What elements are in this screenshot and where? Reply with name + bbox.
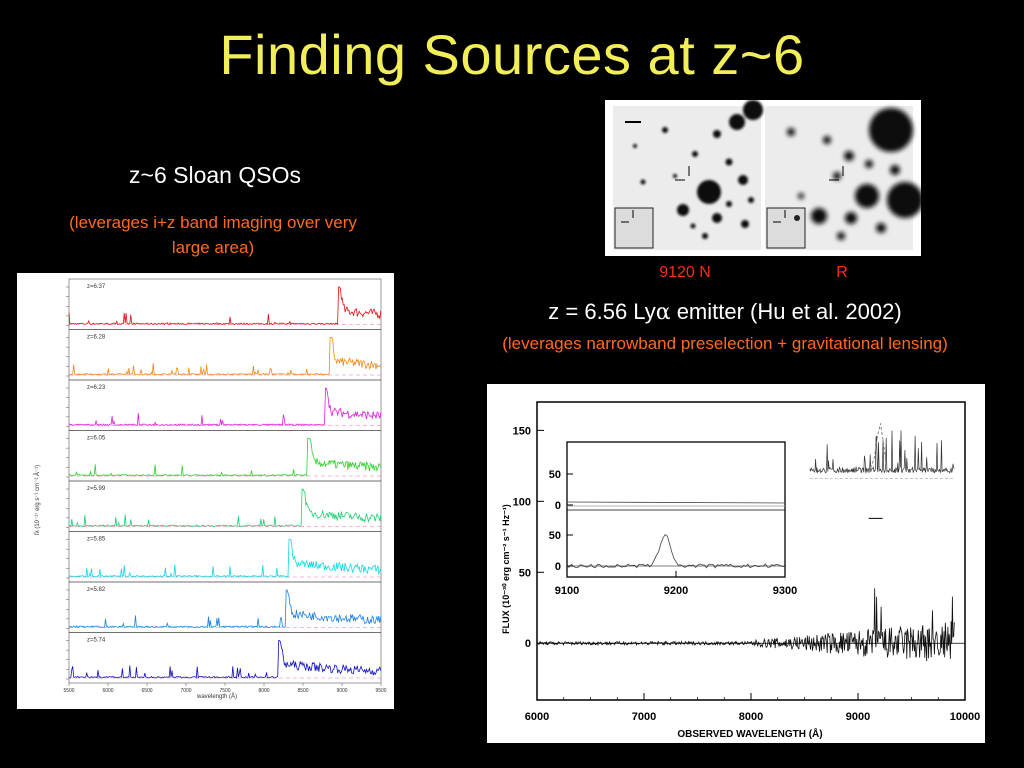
- qso-x-tick-label: 9500: [375, 688, 386, 694]
- flux-x-tick-label: 6000: [525, 711, 549, 723]
- qso-panel-frame: [68, 430, 382, 482]
- qso-x-tick-label: 8500: [297, 688, 308, 694]
- flux-y-tick-label: 50: [519, 567, 531, 579]
- qso-spectra-figure: fλ (10⁻¹⁷ erg s⁻¹ cm⁻² Å⁻¹) wavelength (…: [17, 273, 394, 709]
- inset-y-tick-label: 50: [549, 530, 561, 542]
- qso-panel-frame: [68, 632, 382, 684]
- qso-x-tick-label: 6000: [102, 688, 113, 694]
- qso-panel-frame: [68, 480, 382, 532]
- qso-redshift-label: z=6.28: [87, 335, 106, 341]
- qso-redshift-label: z=5.99: [87, 486, 106, 492]
- image-label-9120n: 9120 N: [659, 264, 711, 281]
- image-label-r: R: [836, 264, 848, 281]
- slide-title: Finding Sources at z~6: [219, 23, 805, 86]
- qso-redshift-label: z=6.23: [87, 385, 106, 391]
- qso-redshift-label: z=5.85: [87, 537, 106, 543]
- lya-heading-pre: z = 6.56 Ly: [548, 299, 656, 324]
- qso-spectrum-line: [68, 640, 382, 679]
- narrowband-9120-image: [613, 100, 763, 250]
- flux-x-tick-label: 8000: [739, 711, 763, 723]
- qso-panel-frame: [68, 379, 382, 431]
- flux-filter-curve: [868, 423, 888, 474]
- qso-panel-frame: [68, 278, 382, 330]
- qso-y-axis-label: fλ (10⁻¹⁷ erg s⁻¹ cm⁻² Å⁻¹): [34, 465, 41, 535]
- qso-spectrum-line: [68, 589, 382, 629]
- inset-top-spectrum: [566, 501, 786, 504]
- qso-spectrum-line: [68, 488, 382, 528]
- qso-spectrum-line: [68, 337, 382, 376]
- qso-x-tick-label: 5500: [63, 688, 74, 694]
- imaging-panel: [605, 100, 921, 256]
- qso-spectra-chart: fλ (10⁻¹⁷ erg s⁻¹ cm⁻² Å⁻¹) wavelength (…: [34, 278, 387, 700]
- flux-y-axis-label: FLUX (10⁻³⁰ erg cm⁻² s⁻¹ Hz⁻¹): [501, 504, 511, 634]
- qso-redshift-label: z=5.82: [87, 587, 106, 593]
- flux-x-tick-label: 10000: [950, 711, 981, 723]
- flux-y-tick-label: 0: [525, 638, 531, 650]
- flux-x-tick-label: 9000: [846, 711, 870, 723]
- qso-panel-frame: [68, 581, 382, 633]
- lya-emitter-heading: z = 6.56 Lyα emitter (Hu et al. 2002): [470, 299, 980, 325]
- lya-spectrum-figure: FLUX (10⁻³⁰ erg cm⁻² s⁻¹ Hz⁻¹) OBSERVED …: [487, 384, 985, 743]
- qso-panel-frame: [68, 531, 382, 583]
- lya-spectrum-chart: FLUX (10⁻³⁰ erg cm⁻² s⁻¹ Hz⁻¹) OBSERVED …: [501, 401, 981, 740]
- qso-spectrum-line: [68, 438, 382, 477]
- inset-frame: [566, 441, 786, 578]
- inset-y-tick-label: 0: [555, 500, 561, 512]
- flux-y-tick-label: 150: [513, 425, 531, 437]
- qso-redshift-label: z=5.74: [87, 638, 106, 644]
- inset-y-tick-label: 0: [555, 561, 561, 573]
- qso-redshift-label: z=6.37: [87, 284, 106, 290]
- flux-sky-spectrum: [809, 430, 955, 475]
- r-band-image: [765, 106, 921, 250]
- flux-spectrum-line: [536, 588, 955, 662]
- qso-redshift-label: z=6.05: [87, 436, 106, 442]
- inset-lya-spectrum: [566, 533, 786, 569]
- qso-spectrum-line: [68, 387, 382, 427]
- qso-subtitle: (leverages i+z band imaging over very la…: [69, 213, 357, 257]
- qso-x-tick-label: 8000: [258, 688, 269, 694]
- flux-y-tick-label: 100: [513, 496, 531, 508]
- lya-emitter-subtitle: (leverages narrowband preselection + gra…: [502, 334, 948, 353]
- flux-x-axis-label: OBSERVED WAVELENGTH (Å): [677, 727, 822, 740]
- qso-spectrum-line: [68, 539, 382, 579]
- qso-x-tick-label: 9000: [336, 688, 347, 694]
- lya-heading-post: emitter (Hu et al. 2002): [670, 299, 902, 324]
- inset-y-tick-label: 50: [549, 469, 561, 481]
- inset-x-tick-label: 9100: [555, 585, 579, 597]
- qso-heading: z~6 Sloan QSOs: [129, 162, 301, 188]
- qso-x-tick-label: 7000: [180, 688, 191, 694]
- lya-heading-alpha: α: [655, 300, 671, 325]
- inset-x-tick-label: 9300: [773, 585, 797, 597]
- qso-spectrum-line: [68, 286, 382, 326]
- qso-x-tick-label: 6500: [141, 688, 152, 694]
- flux-x-tick-label: 7000: [632, 711, 656, 723]
- inset-x-tick-label: 9200: [664, 585, 688, 597]
- qso-x-axis-label: wavelength (Å): [196, 693, 237, 700]
- qso-x-tick-label: 7500: [219, 688, 230, 694]
